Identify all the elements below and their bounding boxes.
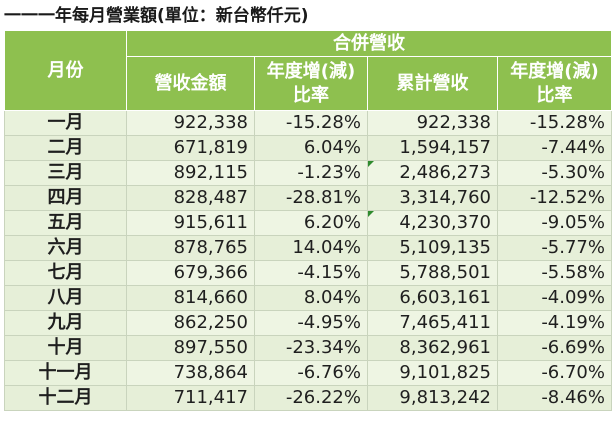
table-row: 二月 671,819 6.04% 1,594,157 -7.44% xyxy=(4,135,612,161)
cumulative-cell: 922,338 xyxy=(367,110,498,136)
cumulative-cell: 6,603,161 xyxy=(367,285,498,311)
revenue-cell: 922,338 xyxy=(126,110,255,136)
yoy-cell: -4.95% xyxy=(254,310,368,336)
cumulative-yoy-cell: -15.28% xyxy=(497,110,612,136)
cumulative-cell: 3,314,760 xyxy=(367,185,498,211)
yoy-cell: 8.04% xyxy=(254,285,368,311)
table-row: 三月 892,115 -1.23% 2,486,273 -5.30% xyxy=(4,160,612,186)
revenue-cell: 897,550 xyxy=(126,335,255,361)
revenue-cell: 671,819 xyxy=(126,135,255,161)
month-cell: 十月 xyxy=(4,335,127,361)
month-cell: 二月 xyxy=(4,135,127,161)
month-cell: 六月 xyxy=(4,235,127,261)
cumulative-cell: 5,788,501 xyxy=(367,260,498,286)
cumulative-yoy-cell: -6.70% xyxy=(497,360,612,386)
revenue-cell: 814,660 xyxy=(126,285,255,311)
cumulative-yoy-cell: -12.52% xyxy=(497,185,612,211)
consolidated-revenue-header: 合併營收 xyxy=(126,30,612,57)
yoy-cell: 14.04% xyxy=(254,235,368,261)
cumulative-yoy-cell: -9.05% xyxy=(497,210,612,236)
table-row: 五月 915,611 6.20% 4,230,370 -9.05% xyxy=(4,210,612,236)
table-row: 四月 828,487 -28.81% 3,314,760 -12.52% xyxy=(4,185,612,211)
cumulative-cell: 9,101,825 xyxy=(367,360,498,386)
revenue-cell: 892,115 xyxy=(126,160,255,186)
cumulative-cell: 5,109,135 xyxy=(367,235,498,261)
cumulative-yoy-cell: -7.44% xyxy=(497,135,612,161)
month-cell: 七月 xyxy=(4,260,127,286)
yoy-cell: 6.20% xyxy=(254,210,368,236)
cumulative-yoy-cell: -8.46% xyxy=(497,385,612,411)
revenue-cell: 738,864 xyxy=(126,360,255,386)
cumulative-yoy-cell: -4.09% xyxy=(497,285,612,311)
revenue-cell: 679,366 xyxy=(126,260,255,286)
table-row: 九月 862,250 -4.95% 7,465,411 -4.19% xyxy=(4,310,612,336)
table-row: 六月 878,765 14.04% 5,109,135 -5.77% xyxy=(4,235,612,261)
month-cell: 十一月 xyxy=(4,360,127,386)
cumulative-cell: 7,465,411 xyxy=(367,310,498,336)
table-title: 一一一年每月營業額(單位：新台幣仟元) xyxy=(4,6,309,26)
month-column-header: 月份 xyxy=(4,30,127,111)
cumulative-cell: 1,594,157 xyxy=(367,135,498,161)
cumulative-column-header: 累計營收 xyxy=(367,56,498,111)
table-row: 十一月 738,864 -6.76% 9,101,825 -6.70% xyxy=(4,360,612,386)
revenue-cell: 915,611 xyxy=(126,210,255,236)
cumulative-yoy-cell: -4.19% xyxy=(497,310,612,336)
table-row: 十二月 711,417 -26.22% 9,813,242 -8.46% xyxy=(4,385,612,411)
revenue-cell: 862,250 xyxy=(126,310,255,336)
table-row: 八月 814,660 8.04% 6,603,161 -4.09% xyxy=(4,285,612,311)
month-cell: 九月 xyxy=(4,310,127,336)
cumulative-cell: 9,813,242 xyxy=(367,385,498,411)
revenue-cell: 711,417 xyxy=(126,385,255,411)
cumulative-cell: 2,486,273 xyxy=(367,160,498,186)
yoy-cell: -1.23% xyxy=(254,160,368,186)
table-row: 十月 897,550 -23.34% 8,362,961 -6.69% xyxy=(4,335,612,361)
revenue-column-header: 營收金額 xyxy=(126,56,255,111)
revenue-cell: 828,487 xyxy=(126,185,255,211)
table-row: 一月 922,338 -15.28% 922,338 -15.28% xyxy=(4,110,612,136)
cumulative-yoy-cell: -5.58% xyxy=(497,260,612,286)
month-cell: 八月 xyxy=(4,285,127,311)
monthly-revenue-table: 月份 合併營收 營收金額 年度增(減) 比率 累計營收 年度增(減) 比率 一月 92… xyxy=(4,30,612,411)
yoy-cell: -6.76% xyxy=(254,360,368,386)
yoy-cell: -15.28% xyxy=(254,110,368,136)
cumulative-cell: 4,230,370 xyxy=(367,210,498,236)
yoy-cell: 6.04% xyxy=(254,135,368,161)
month-cell: 一月 xyxy=(4,110,127,136)
cumulative-yoy-cell: -5.77% xyxy=(497,235,612,261)
table-row: 七月 679,366 -4.15% 5,788,501 -5.58% xyxy=(4,260,612,286)
cumulative-yoy-column-header: 年度增(減) 比率 xyxy=(497,56,612,111)
yoy-column-header: 年度增(減) 比率 xyxy=(254,56,368,111)
yoy-cell: -4.15% xyxy=(254,260,368,286)
month-cell: 四月 xyxy=(4,185,127,211)
yoy-cell: -23.34% xyxy=(254,335,368,361)
revenue-cell: 878,765 xyxy=(126,235,255,261)
yoy-cell: -28.81% xyxy=(254,185,368,211)
cumulative-yoy-cell: -6.69% xyxy=(497,335,612,361)
cumulative-yoy-cell: -5.30% xyxy=(497,160,612,186)
month-cell: 五月 xyxy=(4,210,127,236)
cumulative-cell: 8,362,961 xyxy=(367,335,498,361)
month-cell: 三月 xyxy=(4,160,127,186)
yoy-cell: -26.22% xyxy=(254,385,368,411)
month-cell: 十二月 xyxy=(4,385,127,411)
